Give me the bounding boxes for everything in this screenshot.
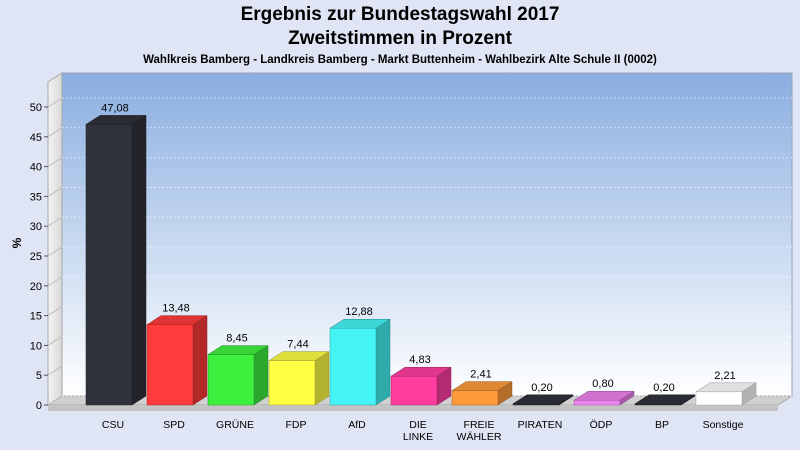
bar-front <box>512 403 560 406</box>
x-tick-label: FDP <box>286 419 307 431</box>
bar-front <box>634 403 682 406</box>
gridline-side <box>47 365 63 376</box>
data-label: 2,21 <box>714 370 735 382</box>
y-tick-label: 45 <box>30 132 42 144</box>
y-tick-label: 30 <box>30 221 42 233</box>
gridline-side <box>47 246 63 257</box>
x-tick-label: FREIE <box>464 419 495 431</box>
x-tick-label: DIE <box>409 419 427 431</box>
bar-side <box>192 315 208 406</box>
bar-fdp <box>268 351 330 406</box>
y-tick-label: 50 <box>30 102 42 114</box>
y-tick-label: 35 <box>30 191 42 203</box>
gridline-side <box>47 395 63 406</box>
data-label: 4,83 <box>409 354 430 366</box>
bar-front <box>573 399 621 406</box>
data-label: 2,41 <box>470 369 491 381</box>
bar-afd <box>329 318 391 406</box>
bar-sonstige <box>695 382 757 406</box>
bar-side <box>253 345 269 406</box>
bar-die-linke <box>390 366 452 406</box>
y-tick-label: 40 <box>30 162 42 174</box>
bar-side <box>314 351 330 406</box>
chart-caption: Wahlkreis Bamberg - Landkreis Bamberg - … <box>143 54 657 66</box>
bar-ödp <box>573 390 635 406</box>
data-label: 12,88 <box>345 306 373 318</box>
chart-subtitle: Zweitstimmen in Prozent <box>288 28 512 49</box>
data-label: 13,48 <box>162 303 190 315</box>
bar-piraten <box>512 394 574 406</box>
x-tick-label: BP <box>655 419 669 431</box>
bar-grüne <box>207 345 269 406</box>
bar-csu <box>85 114 147 406</box>
data-label: 47,08 <box>101 102 129 114</box>
x-tick-label: LINKE <box>403 431 433 443</box>
bar-front <box>268 360 316 406</box>
gridline-side <box>47 157 63 168</box>
bar-side <box>131 114 147 406</box>
chart-title: Ergebnis zur Bundestagswahl 2017 <box>240 4 560 25</box>
x-tick-label: AfD <box>348 419 366 431</box>
y-axis-label: % <box>10 237 24 248</box>
gridline-side <box>47 186 63 197</box>
gridline-side <box>47 335 63 346</box>
bar-side <box>375 318 391 406</box>
data-label: 0,80 <box>592 378 613 390</box>
bar-front <box>329 327 377 406</box>
plot-floor-edge <box>48 405 778 411</box>
x-tick-label: ÖDP <box>590 419 613 431</box>
x-tick-label: Sonstige <box>703 419 744 431</box>
bar-front <box>207 354 255 406</box>
gridline-side <box>47 97 63 108</box>
x-tick-label: PIRATEN <box>518 419 563 431</box>
x-tick-label: GRÜNE <box>216 419 254 431</box>
y-tick-label: 0 <box>36 400 42 412</box>
gridline-side <box>47 127 63 138</box>
bar-front <box>146 324 194 406</box>
x-tick-label: CSU <box>102 419 124 431</box>
y-tick-label: 15 <box>30 311 42 323</box>
gridline-side <box>47 306 63 317</box>
data-label: 0,20 <box>653 382 674 394</box>
data-label: 0,20 <box>531 382 552 394</box>
bar-bp <box>634 394 696 406</box>
bar-spd <box>146 315 208 406</box>
y-tick-label: 25 <box>30 251 42 263</box>
x-tick-label: SPD <box>163 419 185 431</box>
plot-left-wall <box>47 72 63 406</box>
x-tick-label: WÄHLER <box>457 431 502 443</box>
y-tick-label: 5 <box>36 370 42 382</box>
gridline-side <box>47 216 63 227</box>
y-tick-label: 10 <box>30 340 42 352</box>
gridline-side <box>47 276 63 287</box>
bar-front <box>695 391 743 406</box>
bar-freie-wähler <box>451 381 513 406</box>
bar-front <box>85 124 133 406</box>
data-label: 7,44 <box>287 339 308 351</box>
y-tick-label: 20 <box>30 281 42 293</box>
bar-front <box>451 390 499 406</box>
bar-front <box>390 375 438 406</box>
data-label: 8,45 <box>226 333 247 345</box>
